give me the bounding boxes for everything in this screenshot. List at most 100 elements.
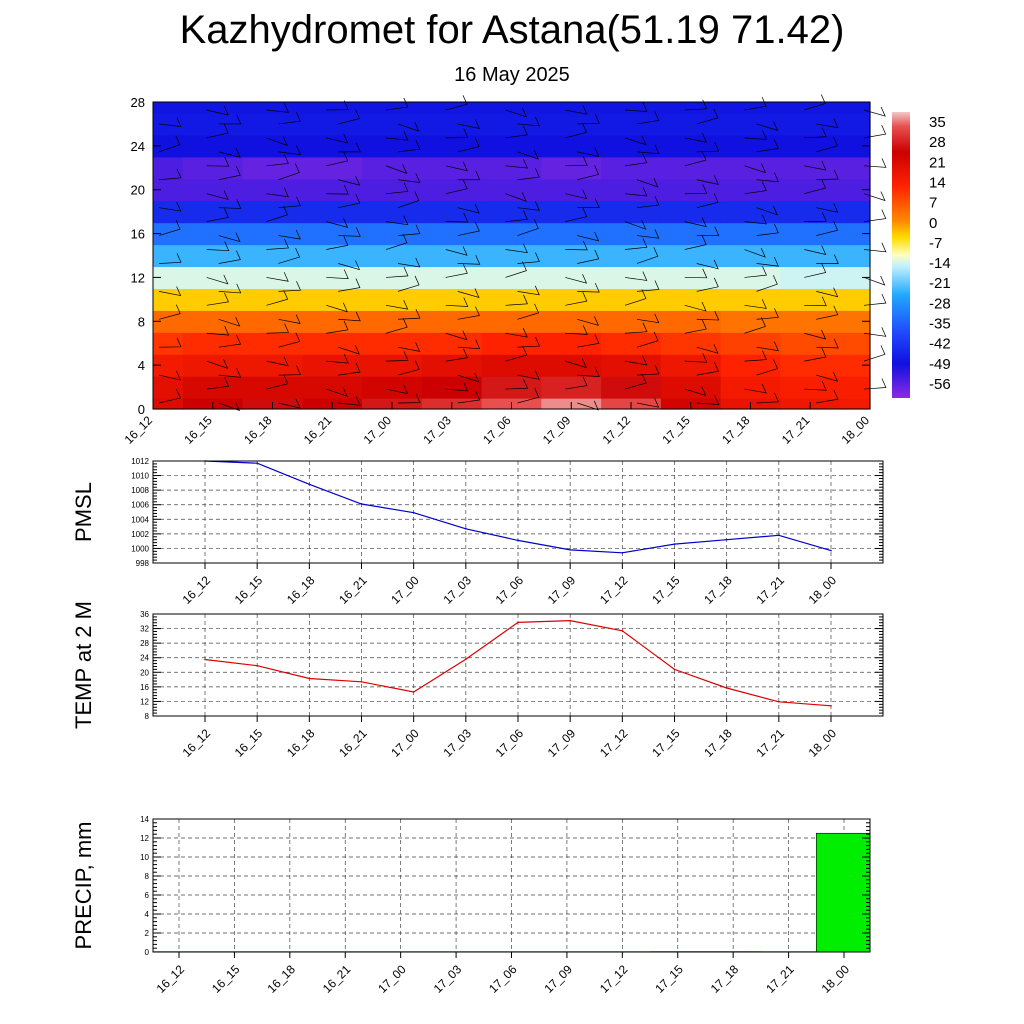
heatmap-cell <box>601 266 662 289</box>
x-tick-label: 16_18 <box>284 726 318 760</box>
wind-barb <box>577 147 600 157</box>
wind-barb <box>636 331 659 348</box>
wind-barb <box>278 281 301 292</box>
heatmap-cell <box>242 200 303 224</box>
wind-barb <box>624 102 648 112</box>
wind-barb <box>636 364 660 376</box>
heatmap-cell <box>840 332 871 355</box>
wind-barb <box>863 378 887 390</box>
heatmap-cell <box>182 288 244 311</box>
wind-barb <box>206 359 229 369</box>
wind-barb <box>696 226 720 236</box>
y-tick-label: 32 <box>140 625 149 634</box>
heatmap-cell <box>720 288 781 311</box>
heatmap-cell <box>601 156 662 180</box>
x-tick-label: 17_15 <box>659 413 693 447</box>
wind-barb <box>804 263 827 278</box>
x-tick-label: 16_15 <box>209 962 243 996</box>
wind-barb <box>636 195 660 209</box>
wind-barb <box>624 271 648 281</box>
data-point <box>517 621 519 624</box>
heatmap-cell <box>242 102 303 114</box>
wind-barb <box>756 223 779 236</box>
wind-barb <box>218 114 242 125</box>
wind-barb <box>696 395 720 405</box>
y-tick-label: 16 <box>140 683 149 692</box>
heatmap-cell <box>242 112 303 136</box>
heatmap-cell <box>720 102 781 114</box>
wind-barb <box>684 184 708 195</box>
heatmap-cell <box>302 200 363 224</box>
data-point <box>725 687 728 689</box>
y-tick-label: 12 <box>140 697 149 706</box>
data-point <box>412 691 415 693</box>
wind-barb <box>816 221 839 236</box>
heatmap-cell <box>153 134 184 158</box>
wind-barb <box>684 132 707 143</box>
wind-barb <box>684 301 707 312</box>
wind-barb <box>624 135 647 146</box>
wind-barb <box>744 181 767 195</box>
wind-barb <box>505 379 529 390</box>
x-tick-label: 17_21 <box>779 413 813 447</box>
heatmap-cell <box>421 376 483 399</box>
wind-barb <box>326 218 349 228</box>
wind-barb <box>397 257 421 268</box>
wind-barb <box>756 257 779 267</box>
heatmap-cell <box>153 244 184 268</box>
wind-barb <box>206 241 230 252</box>
x-tick-label: 17_03 <box>431 962 465 996</box>
y-tick-label: 0 <box>145 948 150 957</box>
wind-barb <box>684 386 707 397</box>
wind-barb <box>624 373 647 390</box>
y-tick-label: 8 <box>145 872 150 881</box>
heatmap-cell <box>182 112 244 136</box>
data-point <box>673 543 676 545</box>
wind-barb <box>577 114 600 125</box>
wind-barb <box>756 308 779 320</box>
wind-barb <box>457 221 480 236</box>
heatmap-cell <box>362 376 423 399</box>
wind-barb <box>457 288 480 298</box>
x-tick-label: 16_21 <box>336 726 370 760</box>
wind-barb <box>624 322 648 334</box>
wind-barb <box>218 283 242 294</box>
bar <box>815 832 871 953</box>
x-tick-label: 17_12 <box>597 962 631 996</box>
wind-barb <box>863 293 887 306</box>
wind-barb <box>816 372 839 382</box>
wind-barb <box>278 332 301 348</box>
x-tick-label: 17_09 <box>542 962 576 996</box>
wind-barb <box>457 339 481 350</box>
heatmap-cell <box>421 200 483 224</box>
wind-barb <box>696 108 719 125</box>
wind-barb <box>206 377 230 390</box>
colorbar-label: -14 <box>929 255 951 272</box>
heatmap-cell <box>541 156 602 180</box>
x-tick-label: 17_15 <box>649 573 683 607</box>
y-tick-label: 4 <box>145 910 150 919</box>
wind-barb <box>744 299 767 309</box>
wind-barb <box>278 365 302 376</box>
heatmap-cell <box>182 222 244 246</box>
heatmap-cell <box>302 332 363 355</box>
colorbar-label: 28 <box>929 134 946 151</box>
wind-barb <box>218 250 241 264</box>
x-tick-label: 18_00 <box>839 413 873 447</box>
wind-barb <box>744 247 766 258</box>
heatmap-cell <box>660 310 722 333</box>
wind-barb <box>278 229 301 240</box>
wind-barb <box>517 167 540 181</box>
heatmap-cell <box>302 288 363 311</box>
chart-title: Kazhydromet for Astana(51.19 71.42) <box>179 8 845 52</box>
heatmap-cell <box>840 134 871 158</box>
heatmap-cell <box>720 266 781 289</box>
wind-barb <box>696 141 720 153</box>
wind-barb <box>158 337 182 348</box>
wind-barb <box>278 247 301 264</box>
x-tick-label: 18_00 <box>806 726 840 760</box>
data-point <box>621 552 624 554</box>
wind-barb <box>517 149 539 160</box>
x-tick-label: 17_09 <box>545 726 579 760</box>
heatmap-cell <box>421 102 483 114</box>
